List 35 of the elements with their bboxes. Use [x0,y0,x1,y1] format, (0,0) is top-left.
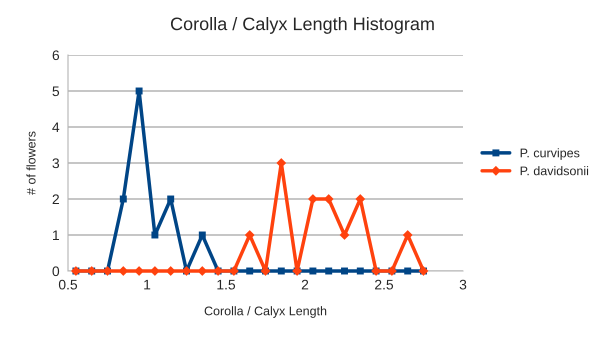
x-tick-label: 1.5 [217,280,236,290]
y-tick-label: 4 [52,122,60,132]
point [278,268,285,274]
y-tick-label: 3 [52,158,60,168]
y-tick-label: 5 [52,86,60,96]
point [244,230,255,240]
point [309,268,316,274]
point [356,268,364,274]
y-tick-label: 6 [52,50,60,60]
x-tick-label: 1 [144,280,150,290]
point [136,88,143,94]
x-tick-label: 2 [302,280,308,290]
point [151,232,158,238]
x-tick-label: 0.5 [58,280,78,290]
point [341,268,348,274]
point [324,194,334,204]
point [120,196,127,202]
point [167,196,174,202]
point [404,268,412,274]
point [325,268,332,274]
point [198,232,206,238]
chart-title: Corolla / Calyx Length Histogram [170,17,434,34]
point [340,230,350,240]
y-axis-title: # of flowers [26,131,36,195]
point [308,194,318,204]
legend-label: P. davidsonii [520,166,588,176]
x-tick-label: 2.5 [375,280,394,290]
y-tick-label: 0 [52,266,60,276]
x-axis-title: Corolla / Calyx Length [204,306,326,318]
point [402,230,413,240]
y-tick-label: 1 [53,230,59,240]
y-tick-label: 2 [52,194,59,204]
legend-label: P. curvipes [520,148,580,160]
point [246,268,254,274]
x-tick-label: 3 [460,280,466,290]
